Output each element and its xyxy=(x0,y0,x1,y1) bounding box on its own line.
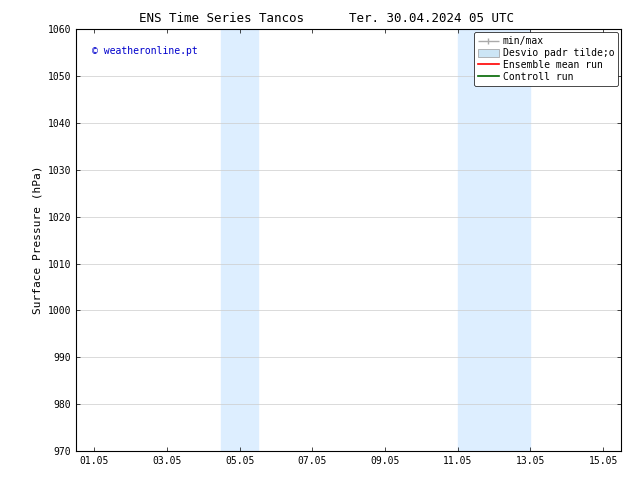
Text: ENS Time Series Tancos: ENS Time Series Tancos xyxy=(139,12,304,25)
Text: Ter. 30.04.2024 05 UTC: Ter. 30.04.2024 05 UTC xyxy=(349,12,514,25)
Legend: min/max, Desvio padr tilde;o, Ensemble mean run, Controll run: min/max, Desvio padr tilde;o, Ensemble m… xyxy=(474,32,618,86)
Text: © weatheronline.pt: © weatheronline.pt xyxy=(93,46,198,56)
Bar xyxy=(458,29,531,451)
Bar xyxy=(221,29,258,451)
Y-axis label: Surface Pressure (hPa): Surface Pressure (hPa) xyxy=(32,166,42,315)
